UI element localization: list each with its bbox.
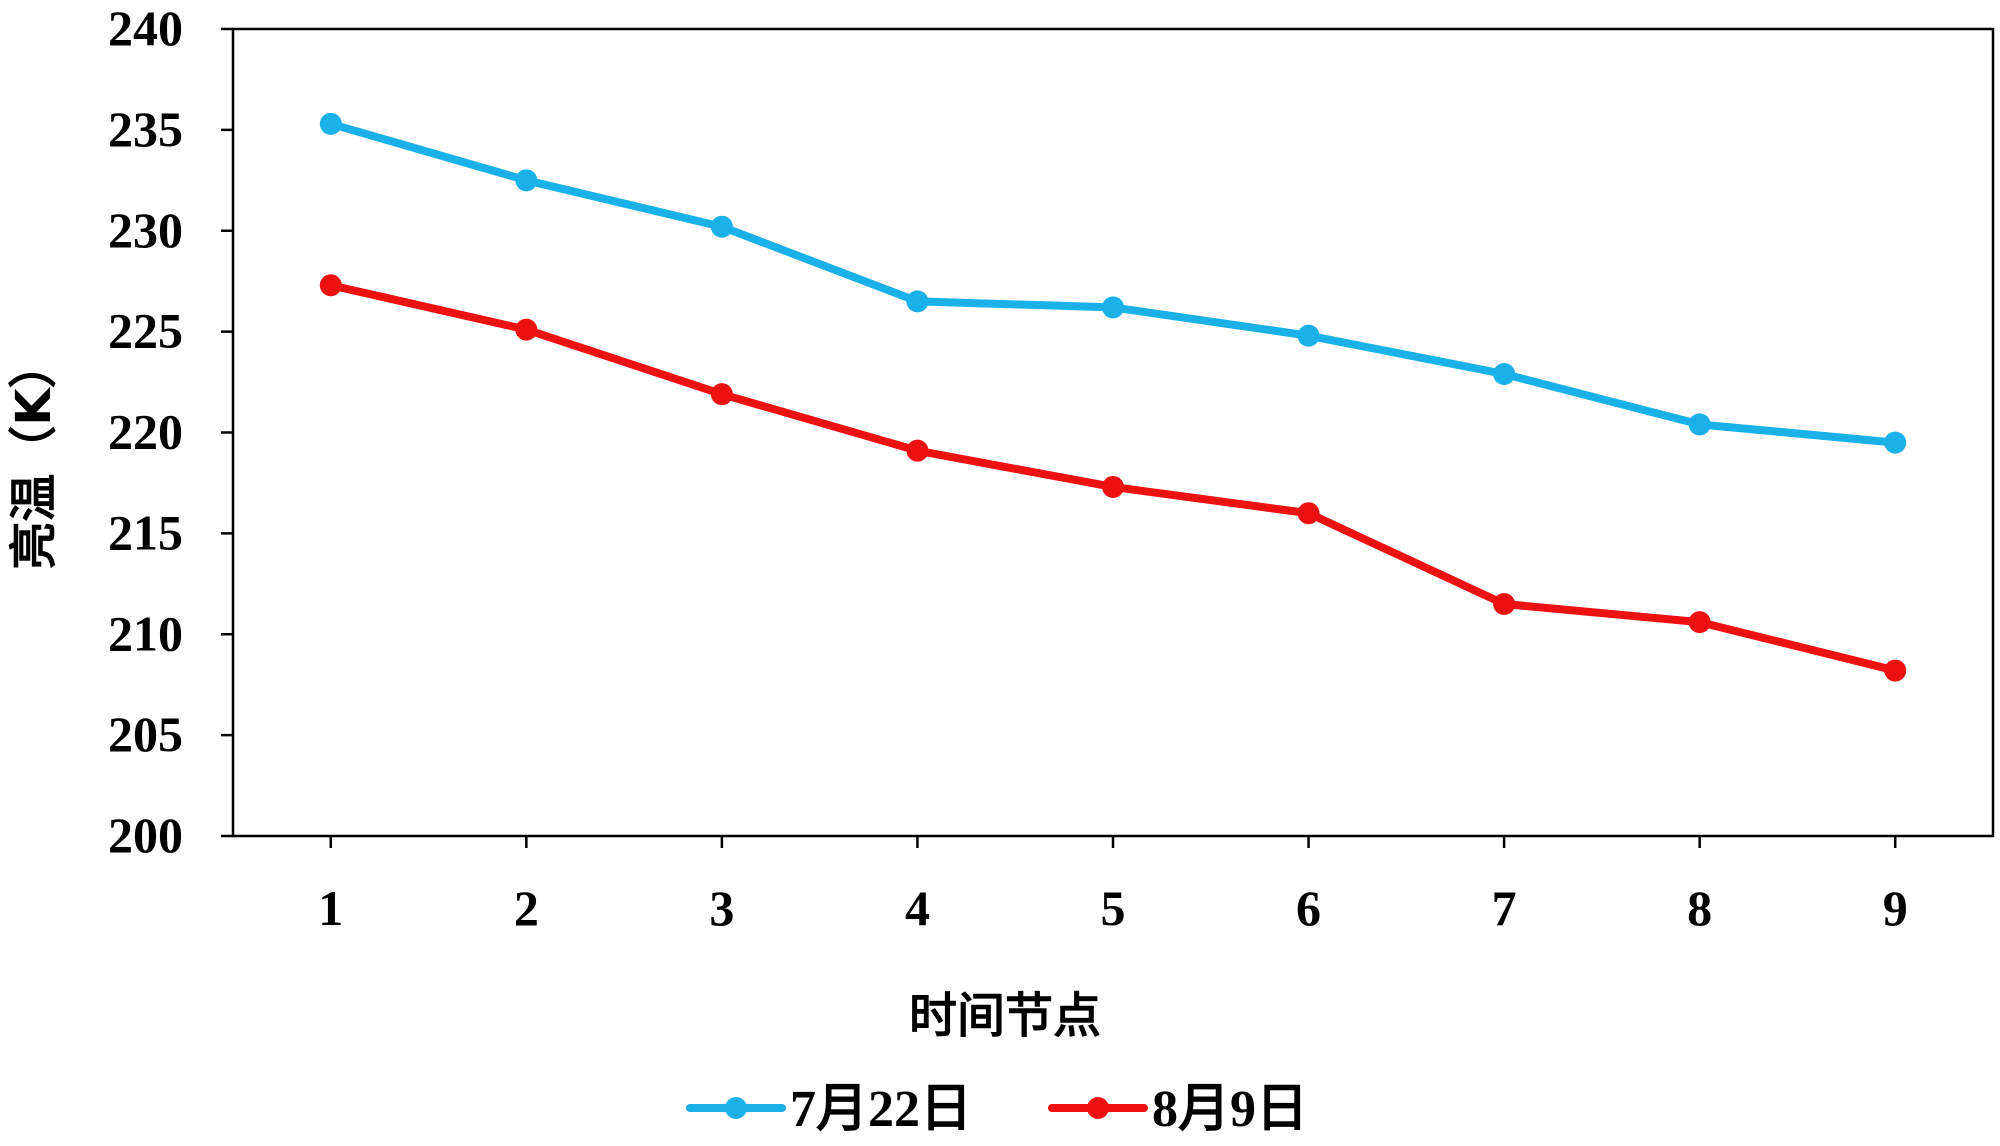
- data-point: [906, 290, 929, 313]
- data-point: [1688, 413, 1711, 436]
- data-point: [1102, 475, 1124, 498]
- data-point: [319, 112, 342, 135]
- y-tick-label: 215: [108, 504, 183, 560]
- data-point: [1884, 431, 1907, 454]
- data-point: [906, 439, 929, 462]
- data-point: [515, 318, 538, 341]
- x-axis-title: 时间节点: [909, 988, 1101, 1044]
- y-tick-label: 230: [108, 202, 183, 258]
- y-tick-label: 240: [108, 0, 183, 56]
- data-point: [710, 383, 733, 406]
- x-tick-label: 3: [709, 880, 734, 936]
- series-lines: [319, 112, 1907, 682]
- legend-marker: [725, 1097, 747, 1119]
- data-point: [319, 274, 342, 297]
- series-2: [319, 274, 1907, 682]
- x-tick-label: 5: [1101, 880, 1126, 936]
- x-tick-label: 8: [1687, 880, 1712, 936]
- x-tick-label: 4: [905, 880, 930, 936]
- legend-item: 7月22日: [686, 1081, 972, 1138]
- data-point: [1688, 611, 1711, 634]
- y-tick-label: 235: [108, 101, 183, 157]
- y-tick-label: 220: [108, 404, 183, 460]
- data-point: [1297, 324, 1320, 347]
- series-1: [319, 112, 1907, 454]
- y-tick-label: 210: [108, 605, 183, 661]
- data-point: [1297, 502, 1320, 525]
- x-tick-label: 6: [1296, 880, 1321, 936]
- y-axis-ticks: 200 205 210 215 220 225 230 235 240: [108, 0, 233, 863]
- x-tick-label: 9: [1883, 880, 1908, 936]
- data-point: [710, 215, 733, 238]
- legend-item: 8月9日: [1048, 1081, 1308, 1138]
- data-point: [1493, 592, 1516, 615]
- y-tick-label: 200: [108, 807, 183, 863]
- legend-marker: [1087, 1097, 1109, 1119]
- y-tick-label: 225: [108, 303, 183, 359]
- series-line: [326, 119, 1900, 447]
- x-tick-label: 2: [514, 880, 539, 936]
- legend: 7月22日 8月9日: [686, 1081, 1308, 1138]
- x-tick-label: 1: [318, 880, 343, 936]
- x-tick-label: 7: [1492, 880, 1517, 936]
- x-axis-ticks: 1 2 3 4 5 6 7 8 9: [318, 836, 1908, 936]
- y-axis-title: 亮温（K）: [6, 340, 62, 569]
- data-point: [1884, 659, 1907, 682]
- plot-area-border: [231, 27, 1995, 838]
- legend-label: 7月22日: [790, 1081, 972, 1138]
- data-point: [1493, 362, 1516, 385]
- data-point: [515, 169, 538, 192]
- legend-label: 8月9日: [1152, 1081, 1308, 1138]
- y-tick-label: 205: [108, 706, 183, 762]
- data-point: [1102, 296, 1124, 319]
